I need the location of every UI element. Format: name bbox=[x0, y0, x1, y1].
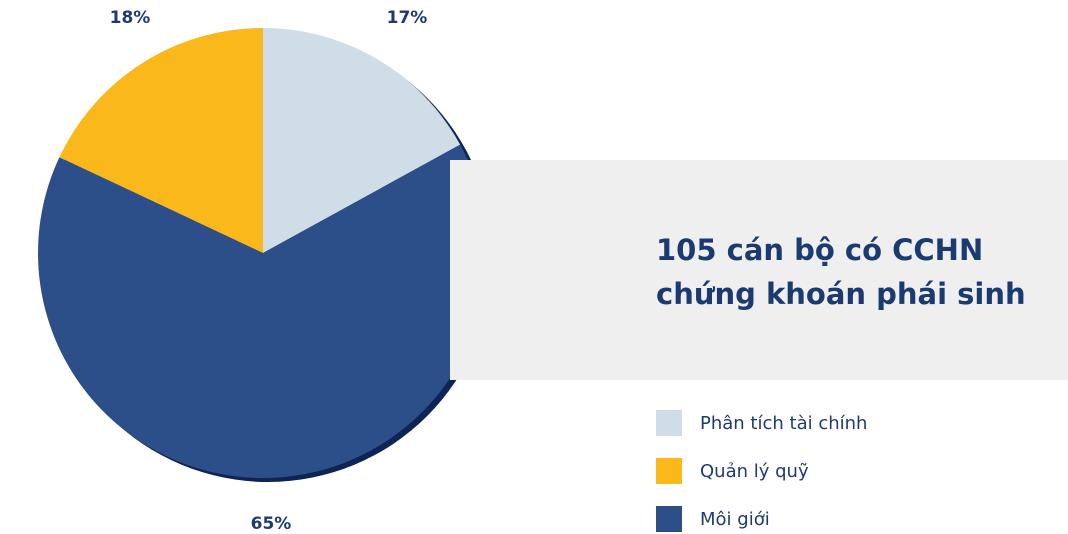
slice-label-moi-gioi: 65% bbox=[250, 514, 292, 534]
pie-chart bbox=[38, 28, 493, 482]
legend-label-quan-ly-quy: Quản lý quỹ bbox=[700, 460, 809, 482]
legend-swatch-phan-tich bbox=[656, 410, 682, 436]
pie-slice-0 bbox=[263, 28, 461, 253]
pie-slice-2 bbox=[59, 28, 264, 253]
legend-swatch-moi-gioi bbox=[656, 506, 682, 532]
chart-title: 105 cán bộ có CCHN chứng khoán phái sinh bbox=[656, 233, 1026, 311]
legend-label-moi-gioi: Môi giới bbox=[700, 508, 770, 530]
legend-swatch-quan-ly-quy bbox=[656, 458, 682, 484]
title-panel bbox=[450, 160, 1068, 380]
slice-label-phan-tich: 17% bbox=[386, 8, 428, 28]
legend-item-quan-ly-quy: Quản lý quỹ bbox=[656, 458, 809, 484]
pie-slice-1 bbox=[38, 144, 488, 479]
legend-item-phan-tich: Phân tích tài chính bbox=[656, 410, 867, 436]
slice-label-quan-ly-quy: 18% bbox=[109, 8, 151, 28]
legend-item-moi-gioi: Môi giới bbox=[656, 506, 770, 532]
legend-label-phan-tich: Phân tích tài chính bbox=[700, 412, 868, 434]
